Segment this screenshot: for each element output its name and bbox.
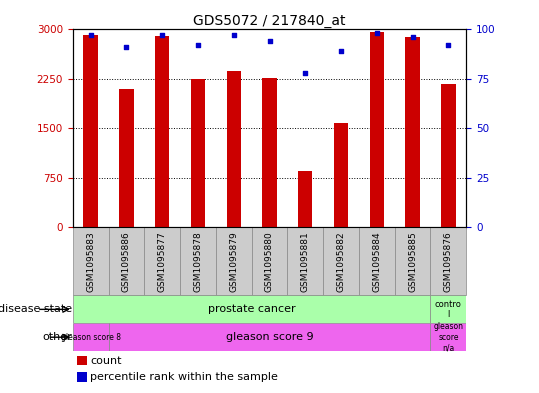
Text: percentile rank within the sample: percentile rank within the sample (91, 372, 278, 382)
Bar (73, 323, 108, 351)
Bar (431, 228, 466, 296)
Bar (262, 78, 277, 228)
Bar (431, 296, 466, 323)
Bar (216, 228, 252, 296)
Bar (84, 35, 98, 228)
Bar (108, 323, 431, 351)
Bar (441, 84, 455, 228)
Bar (431, 323, 466, 351)
Point (444, 42, 453, 48)
Text: GSM1095881: GSM1095881 (301, 231, 310, 292)
Text: disease state: disease state (0, 304, 72, 314)
Point (122, 44, 131, 50)
Text: GSM1095877: GSM1095877 (158, 231, 167, 292)
Bar (77, 356, 87, 365)
Text: gleason score 9: gleason score 9 (226, 332, 313, 342)
Text: GSM1095879: GSM1095879 (229, 231, 238, 292)
Bar (191, 79, 205, 228)
Text: GSM1095885: GSM1095885 (408, 231, 417, 292)
Text: GSM1095884: GSM1095884 (372, 231, 381, 292)
Text: contro
l: contro l (435, 300, 462, 319)
Bar (323, 228, 359, 296)
Point (194, 42, 202, 48)
Point (86, 32, 95, 39)
Point (337, 48, 345, 54)
Text: GSM1095880: GSM1095880 (265, 231, 274, 292)
Bar (144, 228, 180, 296)
Point (301, 70, 309, 76)
Bar (359, 228, 395, 296)
Bar (119, 89, 134, 228)
Bar (77, 372, 87, 382)
Point (230, 32, 238, 39)
Text: GSM1095883: GSM1095883 (86, 231, 95, 292)
Bar (370, 32, 384, 228)
Bar (180, 228, 216, 296)
Point (158, 32, 167, 39)
Point (408, 34, 417, 40)
Text: gleason score 8: gleason score 8 (61, 333, 121, 342)
Bar (155, 36, 169, 228)
Bar (226, 71, 241, 228)
Bar (252, 228, 287, 296)
Text: gleason
score
n/a: gleason score n/a (433, 322, 464, 352)
Bar (405, 37, 420, 228)
Bar (287, 228, 323, 296)
Text: other: other (42, 332, 72, 342)
Point (265, 38, 274, 44)
Text: GSM1095882: GSM1095882 (336, 231, 345, 292)
Text: prostate cancer: prostate cancer (208, 304, 295, 314)
Text: count: count (91, 356, 122, 365)
Title: GDS5072 / 217840_at: GDS5072 / 217840_at (194, 15, 345, 28)
Bar (334, 123, 348, 228)
Text: GSM1095878: GSM1095878 (194, 231, 203, 292)
Bar (108, 228, 144, 296)
Text: GSM1095886: GSM1095886 (122, 231, 131, 292)
Point (372, 30, 381, 37)
Bar (395, 228, 431, 296)
Bar (73, 228, 108, 296)
Text: GSM1095876: GSM1095876 (444, 231, 453, 292)
Bar (298, 171, 313, 228)
